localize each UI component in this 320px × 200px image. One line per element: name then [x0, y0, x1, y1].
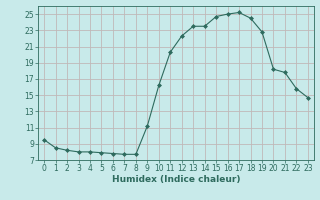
X-axis label: Humidex (Indice chaleur): Humidex (Indice chaleur) [112, 175, 240, 184]
